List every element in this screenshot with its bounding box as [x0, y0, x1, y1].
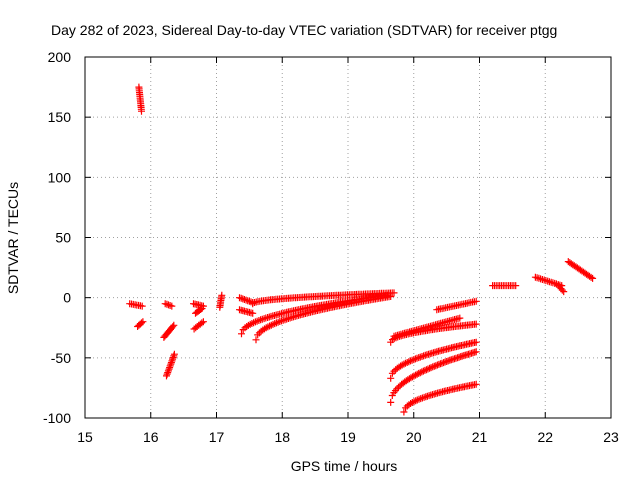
x-tick-label: 22 — [537, 429, 553, 445]
data-point-markers — [489, 282, 520, 290]
data-point-markers — [554, 282, 568, 296]
data-series — [249, 289, 398, 308]
x-tick-label: 21 — [472, 429, 488, 445]
data-layer — [126, 83, 597, 416]
data-series — [126, 300, 146, 310]
data-series — [252, 293, 395, 344]
data-series — [387, 338, 480, 382]
data-series — [134, 318, 147, 330]
data-point-markers — [390, 314, 464, 340]
data-series — [216, 291, 226, 311]
data-series — [554, 282, 568, 296]
data-point-markers — [387, 348, 480, 406]
data-point-markers — [387, 338, 480, 382]
chart-title: Day 282 of 2023, Sidereal Day-to-day VTE… — [51, 22, 557, 38]
data-series — [161, 300, 176, 310]
x-tick-label: 23 — [603, 429, 619, 445]
data-series — [400, 380, 480, 416]
data-series — [135, 83, 145, 115]
x-tick-label: 20 — [406, 429, 422, 445]
x-axis-title: GPS time / hours — [291, 458, 398, 474]
data-point-markers — [160, 321, 178, 341]
data-point-markers — [163, 350, 178, 380]
data-series — [564, 258, 597, 282]
x-tick-label: 16 — [143, 429, 159, 445]
y-axis-title: SDTVAR / TECUs — [5, 182, 21, 294]
data-series — [390, 314, 464, 340]
x-tick-label: 18 — [274, 429, 290, 445]
data-series — [387, 348, 480, 406]
grid-layer — [85, 57, 611, 418]
x-tick-label: 17 — [209, 429, 225, 445]
data-point-markers — [161, 300, 176, 310]
y-tick-label: 0 — [63, 290, 71, 306]
data-series — [190, 318, 207, 333]
data-point-markers — [190, 318, 207, 333]
x-tick-label: 15 — [77, 429, 93, 445]
data-point-markers — [216, 291, 226, 311]
data-point-markers — [192, 305, 206, 317]
y-tick-label: 100 — [48, 169, 72, 185]
y-tick-label: -50 — [51, 350, 71, 366]
y-tick-label: -100 — [43, 410, 71, 426]
data-point-markers — [134, 318, 147, 330]
data-point-markers — [135, 83, 145, 115]
data-series — [433, 297, 480, 314]
x-tick-label: 19 — [340, 429, 356, 445]
data-series — [236, 306, 257, 317]
y-tick-label: 50 — [55, 230, 71, 246]
data-point-markers — [236, 306, 257, 317]
data-series — [163, 350, 178, 380]
x-ticks: 15 16 17 18 19 20 21 22 23 — [77, 57, 619, 445]
y-ticks: -100 -50 0 50 100 150 200 — [43, 49, 611, 426]
data-series — [160, 321, 178, 341]
y-tick-label: 200 — [48, 49, 72, 65]
data-series — [489, 282, 520, 290]
y-tick-label: 150 — [48, 109, 72, 125]
data-point-markers — [126, 300, 146, 310]
data-point-markers — [252, 293, 395, 344]
data-point-markers — [249, 289, 398, 308]
data-point-markers — [433, 297, 480, 314]
data-point-markers — [564, 258, 597, 282]
data-point-markers — [400, 380, 480, 416]
data-series — [192, 305, 206, 317]
